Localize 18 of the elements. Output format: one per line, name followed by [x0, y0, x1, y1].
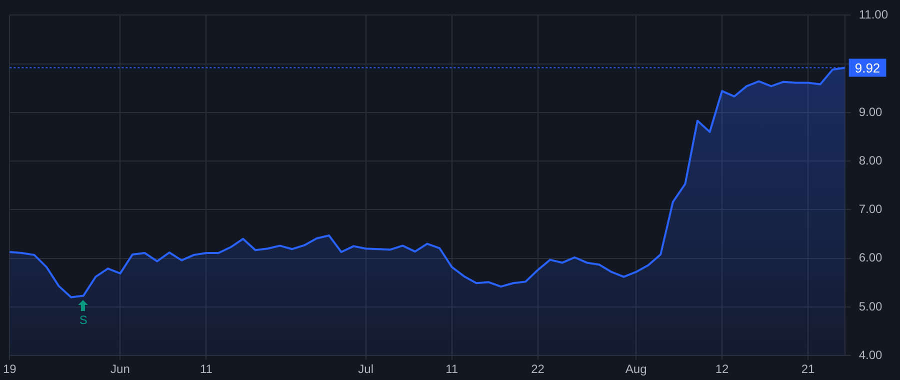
y-tick-label: 8.00 — [858, 153, 883, 168]
x-tick-label: 22 — [531, 362, 545, 376]
x-tick-label: 21 — [801, 362, 816, 376]
y-tick-label: 5.00 — [858, 299, 883, 314]
y-tick-label: 6.00 — [858, 250, 883, 265]
x-tick-label: 11 — [446, 362, 458, 376]
ref-line-label: 9.92 — [854, 60, 880, 76]
x-tick-label: Aug — [625, 362, 647, 376]
x-tick-label: 11 — [200, 362, 213, 376]
y-tick-label: 11.00 — [858, 8, 888, 22]
x-tick-label: 19 — [2, 362, 17, 376]
y-tick-label: 7.00 — [858, 202, 883, 216]
x-tick-label: Jul — [358, 362, 374, 376]
annotation: S — [79, 313, 88, 328]
x-tick-label: 12 — [715, 362, 730, 376]
y-tick-label: 4.00 — [858, 348, 883, 362]
x-tick-label: Jun — [110, 362, 130, 376]
y-tick-label: 9.00 — [858, 104, 883, 119]
